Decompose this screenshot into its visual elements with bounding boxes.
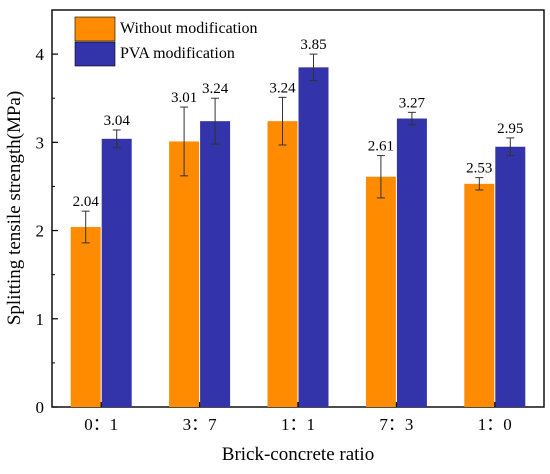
bar-pva-modification-3 xyxy=(298,67,329,407)
y-tick-label-3: 3 xyxy=(36,133,45,152)
x-tick-label-4: 7：3 xyxy=(379,415,413,434)
x-tick-label-1: 0：1 xyxy=(84,415,118,434)
bar-without-modification-1 xyxy=(70,227,101,407)
y-tick-label-4: 4 xyxy=(36,45,45,64)
bar-pva-modification-2 xyxy=(200,121,231,407)
legend: Without modification PVA modification xyxy=(74,16,258,67)
x-tick-label-3: 1：1 xyxy=(281,415,315,434)
y-axis: 0 1 2 3 4 xyxy=(36,45,58,417)
legend-label-pva-modification: PVA modification xyxy=(120,45,235,62)
y-axis-title: Splitting tensile strength(MPa) xyxy=(4,91,25,325)
data-label-pva-modification-3: 3.85 xyxy=(300,37,326,53)
bar-without-modification-3 xyxy=(267,121,298,407)
data-label-without-modification-5: 2.53 xyxy=(466,161,492,177)
data-label-without-modification-1: 2.04 xyxy=(73,194,100,210)
y-tick-label-1: 1 xyxy=(36,310,45,329)
bar-pva-modification-1 xyxy=(101,138,132,407)
y-tick-label-2: 2 xyxy=(36,222,45,241)
data-label-pva-modification-2: 3.24 xyxy=(202,81,229,97)
bars-layer xyxy=(70,67,526,407)
error-bars-layer xyxy=(81,53,515,244)
bar-without-modification-2 xyxy=(169,141,200,407)
data-label-pva-modification-4: 3.27 xyxy=(399,95,426,111)
data-label-without-modification-4: 2.61 xyxy=(368,139,394,155)
legend-swatch-without-modification xyxy=(74,16,116,42)
x-axis: 0：1 3：7 1：1 7：3 1：0 xyxy=(84,402,512,434)
data-label-without-modification-3: 3.24 xyxy=(269,80,296,96)
data-label-pva-modification-1: 3.04 xyxy=(104,113,131,129)
data-label-without-modification-2: 3.01 xyxy=(171,90,197,106)
x-tick-label-2: 3：7 xyxy=(183,415,217,434)
bar-pva-modification-4 xyxy=(396,118,427,407)
data-label-pva-modification-5: 2.95 xyxy=(497,121,523,137)
y-tick-label-0: 0 xyxy=(36,398,45,417)
x-tick-label-5: 1：0 xyxy=(478,415,512,434)
legend-label-without-modification: Without modification xyxy=(120,20,258,37)
bar-without-modification-5 xyxy=(464,183,495,407)
bar-pva-modification-5 xyxy=(495,146,526,407)
bar-without-modification-4 xyxy=(365,176,396,407)
data-labels-layer: 2.04 3.04 3.01 3.24 3.24 3.85 2.61 3.27 2.53 2.95 xyxy=(73,37,524,210)
legend-swatch-pva-modification xyxy=(74,41,116,67)
x-axis-title: Brick-concrete ratio xyxy=(222,444,374,465)
